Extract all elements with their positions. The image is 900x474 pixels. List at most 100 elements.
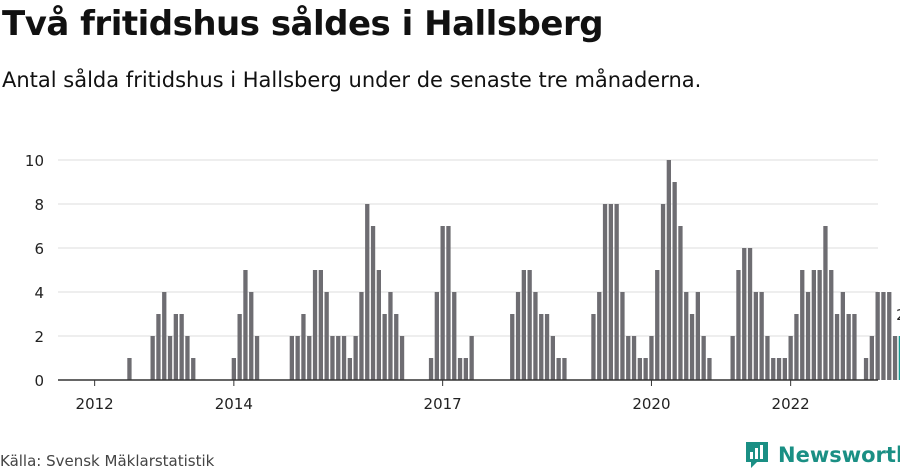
bar: [533, 292, 538, 380]
bar: [823, 226, 828, 380]
bar: [591, 314, 596, 380]
highlight-value-label: 2: [896, 306, 900, 324]
bar: [701, 336, 706, 380]
bar: [336, 336, 341, 380]
bar: [747, 248, 753, 380]
page-title: Två fritidshus såldes i Hallsberg: [2, 4, 604, 44]
bar: [660, 204, 666, 380]
bar: [341, 336, 347, 380]
bar: [759, 292, 764, 380]
bar: [678, 226, 683, 380]
bar: [550, 336, 555, 380]
bar: [765, 336, 770, 380]
bar: [707, 358, 712, 380]
x-tick-label: 2014: [215, 395, 253, 413]
bar: [753, 292, 758, 380]
bar: [347, 358, 352, 380]
bar: [695, 292, 700, 380]
bar: [254, 336, 260, 380]
y-tick-label: 0: [34, 372, 44, 390]
bar: [834, 314, 840, 380]
bar: [515, 292, 521, 380]
bar: [655, 270, 660, 380]
bar: [231, 358, 236, 380]
bar: [150, 336, 155, 380]
bar: [840, 292, 845, 380]
bar: [463, 358, 468, 380]
brand-logo[interactable]: Newsworthy: [744, 440, 900, 470]
x-tick-label: 2017: [424, 395, 462, 413]
bar: [666, 160, 671, 380]
bar: [127, 358, 132, 380]
bar: [434, 292, 439, 380]
bar: [295, 336, 300, 380]
bar: [626, 336, 631, 380]
bar: [643, 358, 648, 380]
bar: [249, 292, 254, 380]
x-tick-label: 2012: [76, 395, 114, 413]
bar: [428, 358, 434, 380]
bar: [191, 358, 196, 380]
bar: [527, 270, 532, 380]
bar: [162, 292, 167, 380]
bar: [562, 358, 567, 380]
bar: [353, 336, 358, 380]
bar: [243, 270, 248, 380]
bar: [794, 314, 799, 380]
bar: [637, 358, 642, 380]
bar: [539, 314, 544, 380]
bar: [771, 358, 776, 380]
bar: [510, 314, 515, 380]
source-note: Källa: Svensk Mäklarstatistik: [0, 452, 215, 470]
bar: [301, 314, 306, 380]
bar: [324, 292, 329, 380]
bar: [776, 358, 782, 380]
brand-name: Newsworthy: [778, 443, 900, 467]
bar: [237, 314, 242, 380]
y-tick-label: 6: [34, 240, 44, 258]
bar: [608, 204, 613, 380]
bar: [452, 292, 457, 380]
bar: [805, 292, 811, 380]
bar: [689, 314, 695, 380]
bar: [730, 336, 735, 380]
bar: [875, 292, 880, 380]
y-tick-label: 10: [25, 152, 44, 170]
bar: [614, 204, 619, 380]
x-tick-label: 2020: [632, 395, 670, 413]
bar: [446, 226, 451, 380]
bar: [556, 358, 561, 380]
bar: [829, 270, 834, 380]
bar: [863, 358, 869, 380]
bar: [382, 314, 387, 380]
y-tick-label: 8: [34, 196, 44, 214]
bar: [330, 336, 335, 380]
bar: [312, 270, 318, 380]
bar: [817, 270, 822, 380]
bar: [544, 314, 550, 380]
bar: [672, 182, 677, 380]
bar: [394, 314, 399, 380]
bar: [887, 292, 892, 380]
newsworthy-logo-icon: [746, 442, 768, 468]
bar: [602, 204, 608, 380]
bar: [800, 270, 805, 380]
bar: [167, 336, 173, 380]
bar: [376, 270, 381, 380]
bar: [852, 314, 857, 380]
bar: [788, 336, 793, 380]
bar: [892, 336, 898, 380]
bar: [185, 336, 190, 380]
bar: [179, 314, 184, 380]
bar: [365, 204, 370, 380]
bar: [684, 292, 689, 380]
bar: [620, 292, 625, 380]
bar: [521, 270, 526, 380]
bar: [811, 270, 816, 380]
bar: [289, 336, 294, 380]
bar: [399, 336, 405, 380]
bar: [649, 336, 654, 380]
bar: [370, 226, 376, 380]
bar: [782, 358, 787, 380]
